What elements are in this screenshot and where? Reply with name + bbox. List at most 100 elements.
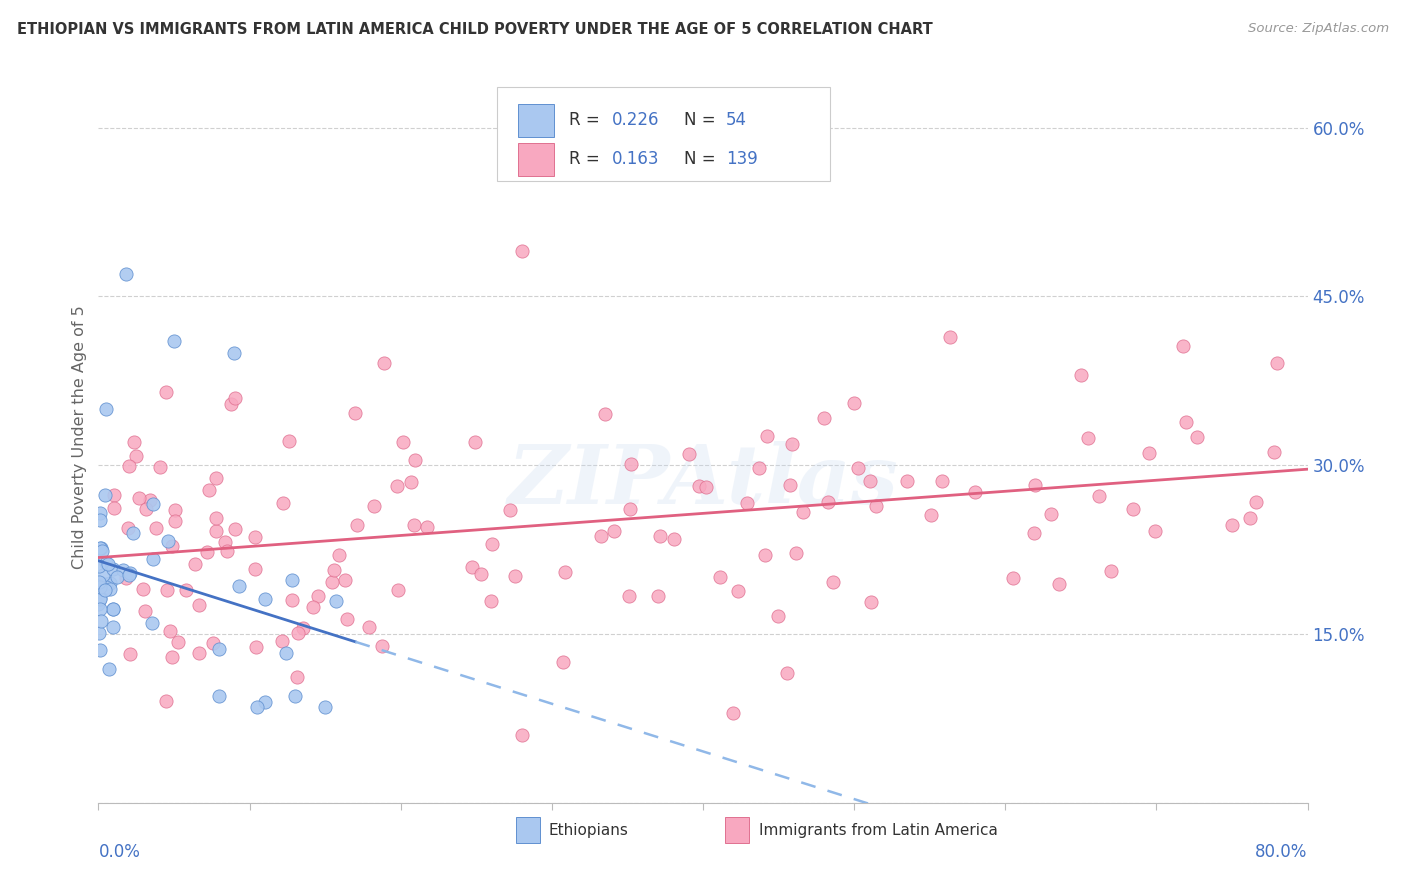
Point [464,434,486,449]
Point [1265,356,1288,370]
Point [90,541,112,555]
Point [785,546,807,560]
Text: 54: 54 [725,112,747,129]
Y-axis label: Child Poverty Under the Age of 5: Child Poverty Under the Age of 5 [72,305,87,569]
Point [134,604,156,618]
Point [1070,368,1092,383]
Point [155,694,177,708]
Point [314,700,336,714]
Point [132,582,155,596]
Point [94,580,117,594]
Point [461,559,484,574]
Point [94,487,117,501]
Point [470,567,492,582]
Point [336,612,359,626]
Point [325,594,347,608]
Point [141,615,163,630]
Point [387,582,409,597]
Text: Source: ZipAtlas.com: Source: ZipAtlas.com [1249,22,1389,36]
Point [301,600,323,615]
Point [931,474,953,488]
Point [1001,571,1024,585]
Point [156,534,179,549]
Point [285,670,308,684]
Point [662,532,685,546]
Point [284,689,307,703]
Point [842,395,865,409]
Point [112,563,135,577]
Point [103,601,125,615]
Point [96,557,118,571]
Point [748,461,770,475]
Point [846,460,869,475]
Point [128,491,150,505]
FancyBboxPatch shape [517,143,554,176]
Point [481,537,503,551]
Point [503,569,526,583]
Point [392,434,415,449]
Point [224,391,246,405]
Point [1022,525,1045,540]
Point [160,650,183,665]
Point [617,590,640,604]
Point [620,457,643,471]
Point [246,700,269,714]
Point [120,566,142,581]
Point [205,511,228,525]
Point [1024,478,1046,492]
Point [1220,517,1243,532]
Point [373,356,395,370]
Point [1040,507,1063,521]
Point [603,524,626,538]
Point [333,573,356,587]
FancyBboxPatch shape [516,817,540,843]
Point [551,655,574,669]
Point [270,634,292,648]
Point [103,501,125,516]
Text: 139: 139 [725,150,758,168]
Point [105,570,128,584]
Point [160,539,183,553]
Text: 0.226: 0.226 [613,112,659,129]
Point [688,479,710,493]
Point [159,624,181,639]
Point [1137,446,1160,460]
Point [115,571,138,585]
Point [93,583,115,598]
Point [91,543,114,558]
Point [89,602,111,616]
Text: ETHIOPIAN VS IMMIGRANTS FROM LATIN AMERICA CHILD POVERTY UNDER THE AGE OF 5 CORR: ETHIOPIAN VS IMMIGRANTS FROM LATIN AMERI… [17,22,932,37]
Point [214,534,236,549]
Point [167,634,190,648]
Point [1239,511,1261,525]
Point [1076,431,1098,445]
Point [101,562,124,576]
Point [287,626,309,640]
Point [215,543,238,558]
Point [204,524,226,538]
Point [97,557,120,571]
Text: Immigrants from Latin America: Immigrants from Latin America [759,822,997,838]
Point [402,517,425,532]
Text: Ethiopians: Ethiopians [548,822,628,838]
Point [253,694,276,708]
Point [245,640,267,655]
Point [149,460,172,475]
FancyBboxPatch shape [724,817,749,843]
Text: 0.163: 0.163 [613,150,659,168]
Point [274,646,297,660]
Point [859,595,882,609]
Point [184,558,207,572]
Point [648,529,671,543]
Point [1171,339,1194,353]
Point [965,485,987,500]
Point [695,480,717,494]
Point [735,496,758,510]
Point [94,401,117,416]
Point [1099,564,1122,578]
Point [117,521,139,535]
Point [89,512,111,526]
Point [678,447,700,461]
Point [201,636,224,650]
Point [896,474,918,488]
